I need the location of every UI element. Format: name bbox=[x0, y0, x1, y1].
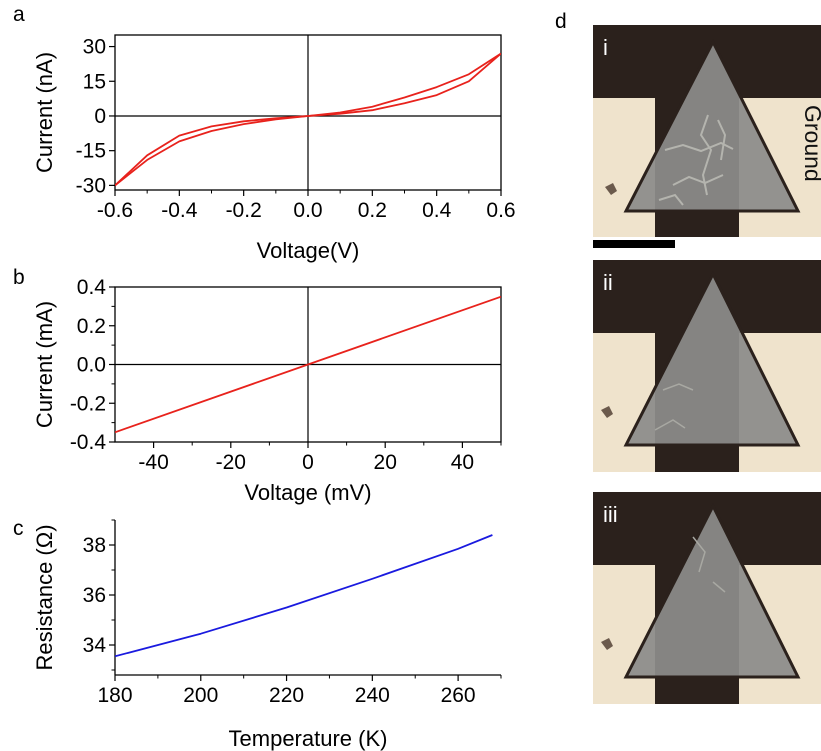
y-tick-labels: -0.4 -0.2 0.0 0.2 0.4 bbox=[70, 276, 107, 454]
scale-bar bbox=[593, 240, 675, 248]
y-tick-label: 0.0 bbox=[77, 354, 106, 377]
y-axis-label: Current (nA) bbox=[32, 52, 57, 173]
y-tick-label: 0.2 bbox=[77, 315, 106, 338]
data-series bbox=[115, 52, 501, 187]
zero-axes bbox=[115, 35, 501, 190]
x-tick-label: -0.6 bbox=[97, 199, 133, 222]
y-tick-labels: -30 -15 0 15 30 bbox=[76, 36, 106, 198]
y-tick-label: 30 bbox=[83, 36, 106, 59]
triangular-flake bbox=[626, 506, 798, 677]
x-axis-label: Temperature (K) bbox=[229, 726, 388, 751]
x-tick-label: 40 bbox=[451, 451, 474, 474]
micrograph-label-ii: ii bbox=[603, 270, 613, 295]
data-series bbox=[115, 534, 493, 658]
y-tick-label: 0.4 bbox=[77, 276, 107, 299]
crack-lines bbox=[654, 383, 694, 431]
x-tick-label: 0.2 bbox=[358, 199, 387, 222]
x-tick-label: 220 bbox=[269, 684, 304, 707]
x-tick-label: -0.4 bbox=[161, 199, 198, 222]
debris-mark bbox=[605, 183, 617, 195]
panel-letter-c: c bbox=[13, 517, 24, 540]
flake-edge bbox=[623, 270, 801, 447]
y-tick-label: 0 bbox=[94, 105, 106, 128]
flake-edge bbox=[623, 38, 801, 213]
x-tick-label: 0.4 bbox=[422, 199, 452, 222]
micrograph-iii: iii bbox=[593, 492, 821, 704]
x-tick-label: 0.6 bbox=[486, 199, 515, 222]
iv-chart-nanoamp: -0.6 -0.4 -0.2 0.0 0.2 0.4 0.6 -30 -15 0 15 30 Vol… bbox=[32, 34, 516, 263]
triangular-flake bbox=[626, 274, 798, 445]
x-tick-label: 0.0 bbox=[293, 199, 322, 222]
x-tick-label: -20 bbox=[216, 451, 246, 474]
tick-marks bbox=[109, 286, 502, 448]
x-tick-label: -40 bbox=[138, 451, 168, 474]
ground-electrode-label: Ground bbox=[800, 105, 821, 182]
tick-marks bbox=[109, 519, 502, 681]
y-tick-label: 38 bbox=[83, 534, 106, 557]
y-tick-label: -0.2 bbox=[70, 392, 106, 415]
panel-letter-d: d bbox=[555, 10, 567, 33]
x-tick-labels: -40 -20 0 20 40 bbox=[138, 451, 474, 474]
x-tick-label: -0.2 bbox=[226, 199, 262, 222]
micrograph-label-i: i bbox=[603, 35, 608, 60]
debris-mark bbox=[601, 638, 613, 650]
crack-lines bbox=[692, 536, 726, 593]
x-tick-label: 240 bbox=[355, 684, 390, 707]
tick-marks bbox=[109, 45, 502, 196]
micrograph-label-iii: iii bbox=[603, 502, 618, 527]
y-tick-label: 34 bbox=[83, 634, 107, 657]
panel-letter-a: a bbox=[13, 3, 25, 26]
x-tick-label: 20 bbox=[374, 451, 397, 474]
x-tick-labels: -0.6 -0.4 -0.2 0.0 0.2 0.4 0.6 bbox=[97, 199, 516, 222]
y-tick-label: -30 bbox=[76, 174, 106, 197]
series-line-1 bbox=[115, 295, 501, 434]
y-axis-label: Current (mA) bbox=[32, 301, 57, 428]
plot-axes bbox=[114, 520, 501, 676]
y-tick-label: -0.4 bbox=[70, 431, 107, 454]
crack-lines bbox=[658, 114, 734, 206]
y-tick-label: -15 bbox=[76, 140, 106, 163]
series-line-1 bbox=[115, 534, 493, 658]
iv-chart-milliamp: -40 -20 0 20 40 -0.4 -0.2 0.0 0.2 0.4 Voltage (m… bbox=[32, 276, 502, 505]
y-axis-label: Resistance (Ω) bbox=[32, 524, 57, 670]
x-axis-label: Voltage (mV) bbox=[244, 480, 371, 505]
data-series bbox=[115, 295, 501, 434]
panel-letter-b: b bbox=[13, 266, 25, 289]
resistance-temperature-chart: 180 200 220 240 260 34 36 38 Temperature (K) R… bbox=[32, 519, 502, 751]
micrograph-ii: ii bbox=[593, 260, 821, 472]
triangular-flake bbox=[626, 42, 798, 211]
y-tick-label: 15 bbox=[83, 70, 106, 93]
x-tick-label: 260 bbox=[441, 684, 476, 707]
x-tick-label: 0 bbox=[302, 451, 314, 474]
x-tick-label: 200 bbox=[183, 684, 218, 707]
debris-mark bbox=[601, 406, 613, 418]
y-tick-labels: 34 36 38 bbox=[83, 534, 107, 657]
series-line-2 bbox=[115, 52, 501, 187]
x-axis-label: Voltage(V) bbox=[257, 238, 360, 263]
x-tick-labels: 180 200 220 240 260 bbox=[97, 684, 475, 707]
electrode-left bbox=[593, 98, 655, 237]
electrode-left bbox=[593, 565, 655, 704]
electrode-left bbox=[593, 333, 655, 472]
y-tick-label: 36 bbox=[83, 584, 106, 607]
micrograph-i: i Ground bbox=[593, 25, 821, 237]
flake-edge bbox=[623, 502, 801, 679]
x-tick-label: 180 bbox=[97, 684, 132, 707]
